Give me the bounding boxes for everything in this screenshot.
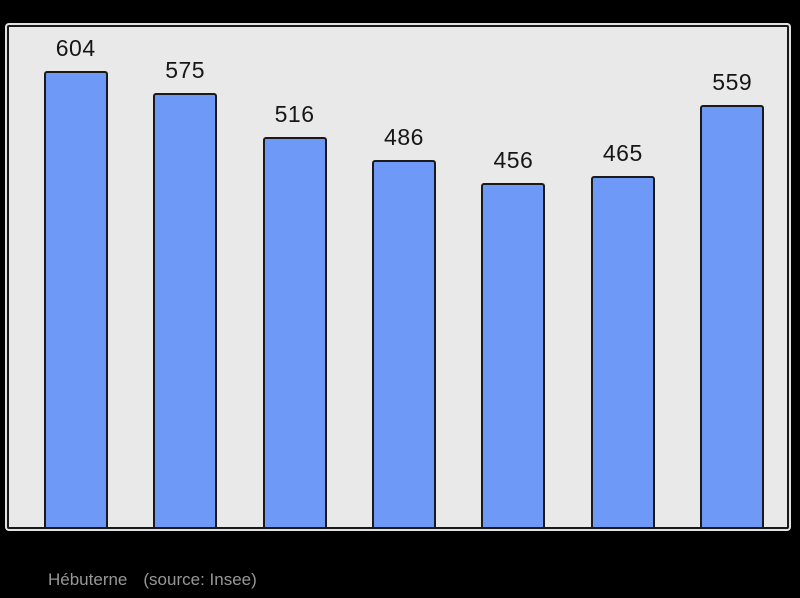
bar — [371, 160, 436, 527]
bar — [262, 137, 327, 527]
bar-column: 486 — [349, 27, 458, 527]
bar-column: 516 — [240, 27, 349, 527]
plot-area: 604 575 516 486 456 465 559 — [7, 25, 789, 529]
bar-column: 465 — [568, 27, 677, 527]
bar-column: 456 — [459, 27, 568, 527]
caption-source: (source: Insee) — [143, 570, 257, 589]
caption-title: Hébuterne — [48, 570, 128, 589]
bar-value-label: 456 — [493, 147, 534, 173]
bar-value-label: 604 — [55, 35, 96, 61]
bar-value-label: 465 — [602, 140, 643, 166]
bar — [153, 93, 218, 527]
bar — [43, 71, 108, 527]
bar-value-label: 575 — [165, 57, 206, 83]
bar — [481, 183, 546, 527]
bar-value-label: 486 — [384, 124, 424, 150]
bar-value-label: 516 — [274, 101, 315, 127]
bar-column: 559 — [678, 27, 787, 527]
bar-column: 604 — [21, 27, 130, 527]
bar — [590, 176, 655, 527]
chart-caption: Hébuterne (source: Insee) — [48, 570, 257, 590]
bar-value-label: 559 — [712, 69, 753, 95]
bar-column: 575 — [130, 27, 239, 527]
bar — [700, 105, 765, 527]
